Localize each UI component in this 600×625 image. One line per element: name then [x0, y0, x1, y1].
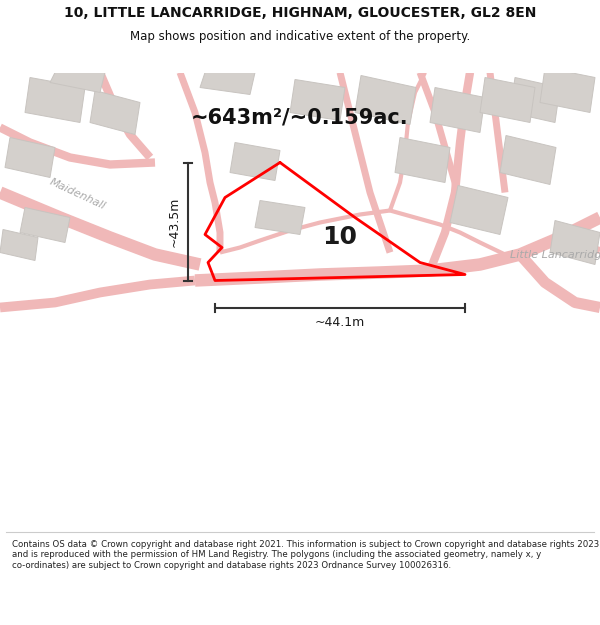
- Polygon shape: [25, 78, 85, 122]
- Text: ~44.1m: ~44.1m: [315, 316, 365, 329]
- Text: Maidenhall: Maidenhall: [49, 177, 107, 212]
- Text: ~43.5m: ~43.5m: [168, 196, 181, 247]
- Polygon shape: [200, 72, 255, 94]
- Polygon shape: [355, 76, 416, 124]
- Polygon shape: [430, 88, 485, 132]
- Polygon shape: [0, 229, 38, 261]
- Polygon shape: [540, 68, 595, 112]
- Polygon shape: [20, 208, 70, 242]
- Polygon shape: [5, 138, 55, 178]
- Polygon shape: [450, 186, 508, 234]
- Polygon shape: [90, 91, 140, 134]
- Polygon shape: [50, 72, 105, 92]
- Polygon shape: [480, 78, 535, 122]
- Text: Map shows position and indicative extent of the property.: Map shows position and indicative extent…: [130, 30, 470, 43]
- Text: Little Lancarridge: Little Lancarridge: [510, 249, 600, 259]
- Text: Contains OS data © Crown copyright and database right 2021. This information is : Contains OS data © Crown copyright and d…: [12, 540, 599, 569]
- Polygon shape: [290, 79, 345, 121]
- Polygon shape: [230, 142, 280, 181]
- Polygon shape: [550, 221, 600, 264]
- Text: ~643m²/~0.159ac.: ~643m²/~0.159ac.: [191, 107, 409, 127]
- Polygon shape: [255, 201, 305, 234]
- Polygon shape: [510, 78, 560, 122]
- Text: 10: 10: [323, 226, 358, 249]
- Polygon shape: [500, 136, 556, 184]
- Text: 10, LITTLE LANCARRIDGE, HIGHNAM, GLOUCESTER, GL2 8EN: 10, LITTLE LANCARRIDGE, HIGHNAM, GLOUCES…: [64, 6, 536, 20]
- Polygon shape: [395, 138, 450, 182]
